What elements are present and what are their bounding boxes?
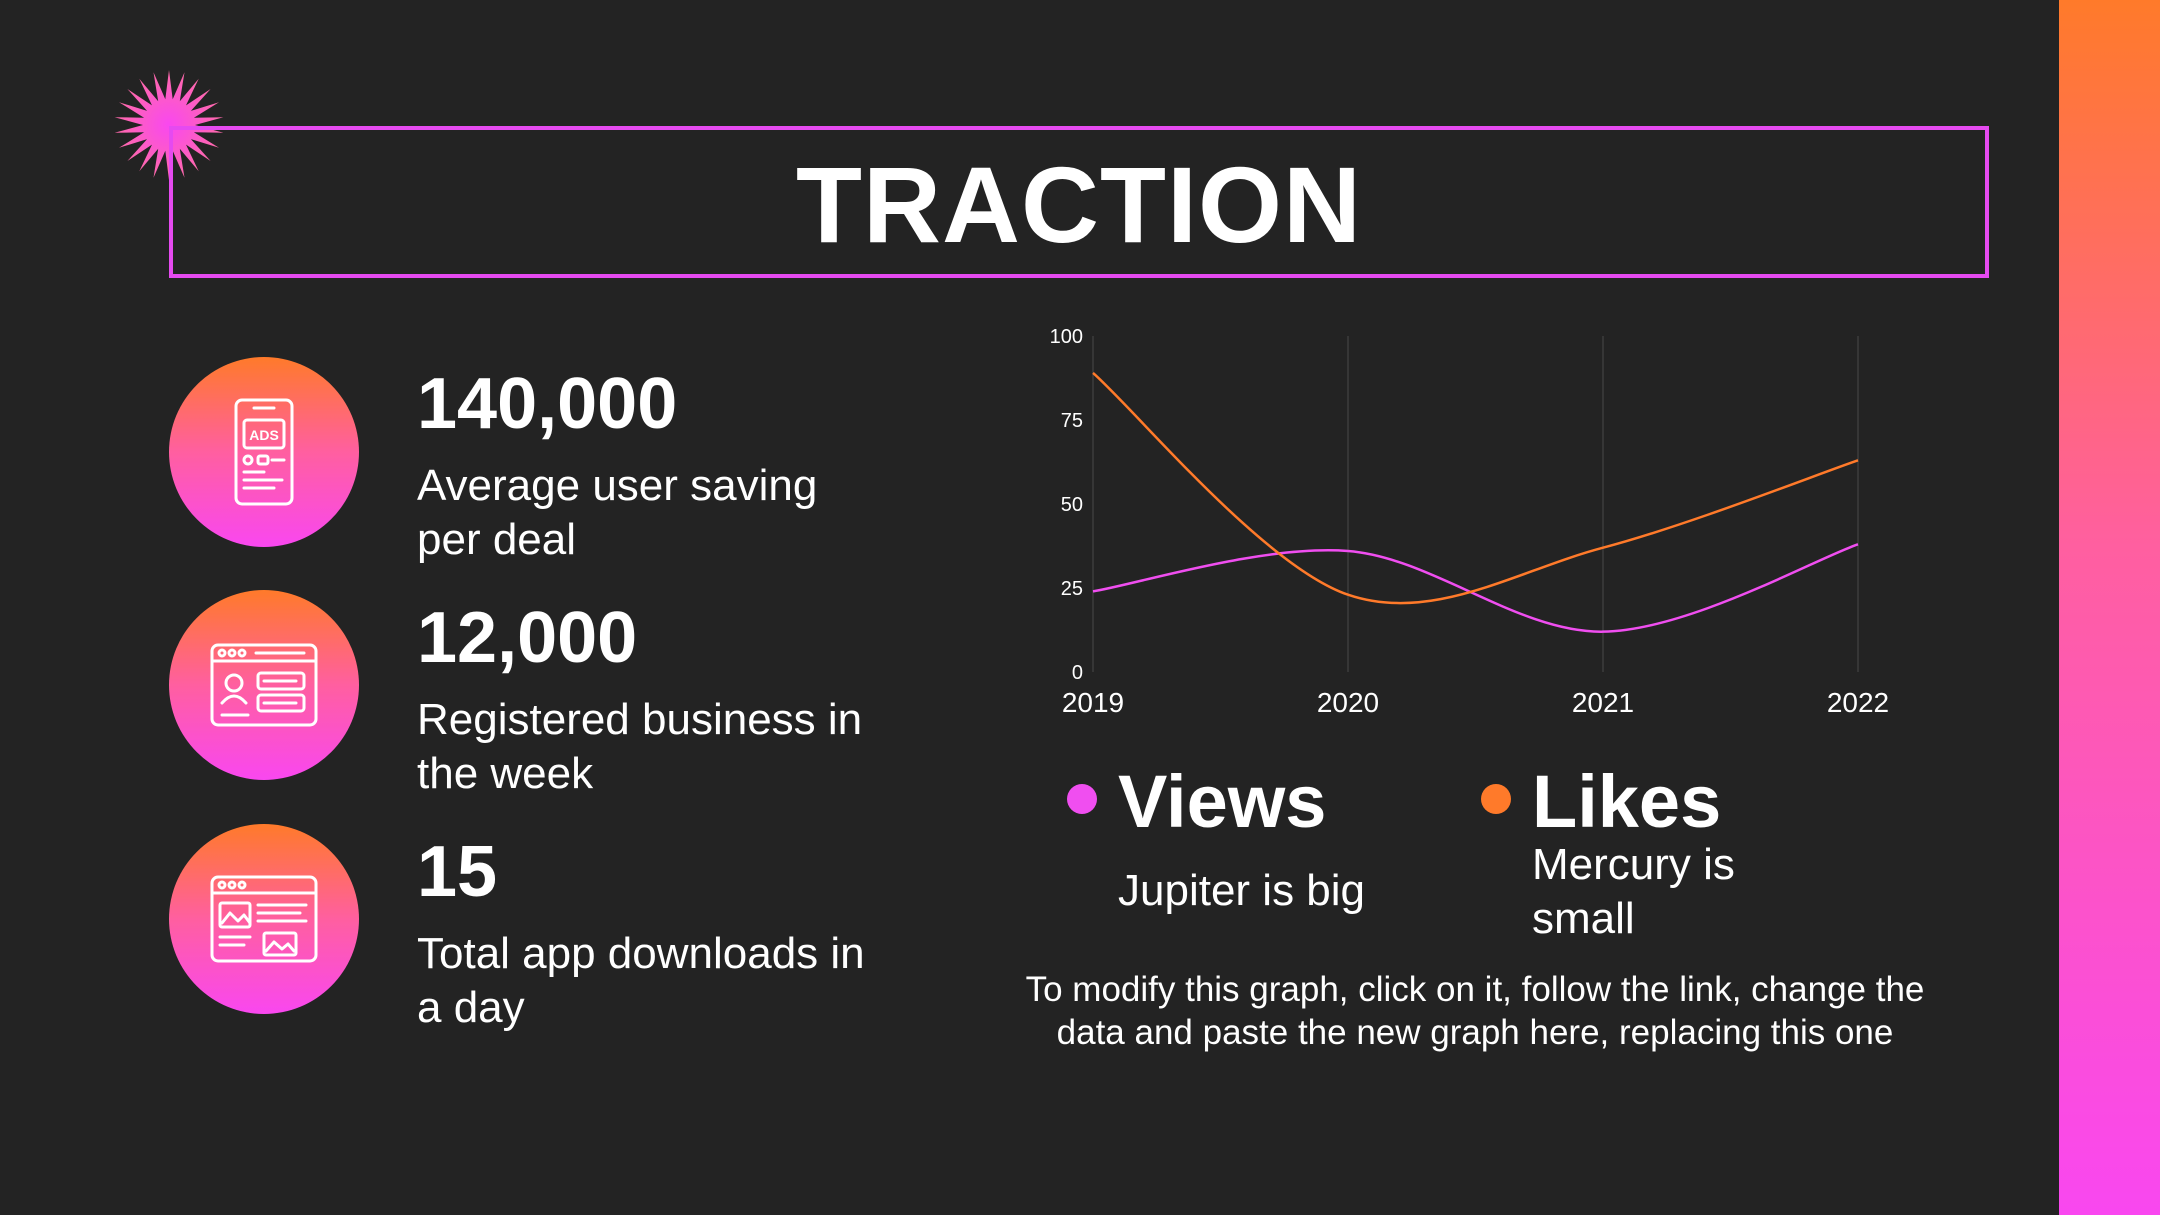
app-download-icon	[210, 875, 318, 963]
line-chart: 0 25 50 75 100 2019 2020 2021 2022	[1050, 326, 1890, 718]
stat-value: 140,000	[417, 364, 678, 444]
stat-icon-circle: ADS	[169, 357, 359, 547]
legend-description-likes: Mercury is small	[1532, 840, 1735, 943]
y-tick-label: 50	[1061, 494, 1083, 516]
legend-dot-likes	[1481, 784, 1511, 814]
starburst-decoration	[114, 70, 224, 180]
legend-title-views: Views	[1118, 760, 1327, 843]
stat-description: Average user saving per deal	[417, 461, 818, 564]
series-line-views	[1092, 543, 1859, 633]
x-tick-label: 2020	[1317, 687, 1379, 718]
stat-description: Registered business in the week	[417, 695, 863, 798]
x-axis-ticks: 2019 2020 2021 2022	[1062, 687, 1889, 718]
decorative-side-bar	[2059, 0, 2160, 1215]
y-tick-label: 100	[1050, 326, 1083, 348]
stat-description: Total app downloads in a day	[417, 929, 865, 1032]
stat-icon-circle	[169, 590, 359, 780]
y-axis-ticks: 0 25 50 75 100	[1050, 326, 1083, 684]
ads-phone-icon: ADS	[234, 398, 294, 506]
x-tick-label: 2021	[1572, 687, 1634, 718]
business-profile-icon	[210, 643, 318, 727]
page-title: TRACTION	[796, 144, 1362, 265]
series-line-likes	[1092, 372, 1859, 605]
legend-title-likes: Likes	[1532, 760, 1722, 843]
chart-grid	[1092, 336, 1859, 672]
legend-description-views: Jupiter is big	[1118, 866, 1366, 915]
stat-value: 12,000	[417, 598, 638, 678]
title-frame: TRACTION	[169, 126, 1989, 278]
chart-series	[1092, 372, 1859, 633]
x-tick-label: 2019	[1062, 687, 1124, 718]
svg-text:ADS: ADS	[249, 427, 279, 443]
stat-value: 15	[417, 832, 498, 912]
stat-icon-circle	[169, 824, 359, 1014]
legend-dot-views	[1067, 784, 1097, 814]
chart-edit-note: To modify this graph, click on it, follo…	[1025, 970, 1925, 1052]
y-tick-label: 0	[1072, 662, 1083, 684]
x-tick-label: 2022	[1827, 687, 1889, 718]
y-tick-label: 25	[1061, 578, 1083, 600]
y-tick-label: 75	[1061, 410, 1083, 432]
